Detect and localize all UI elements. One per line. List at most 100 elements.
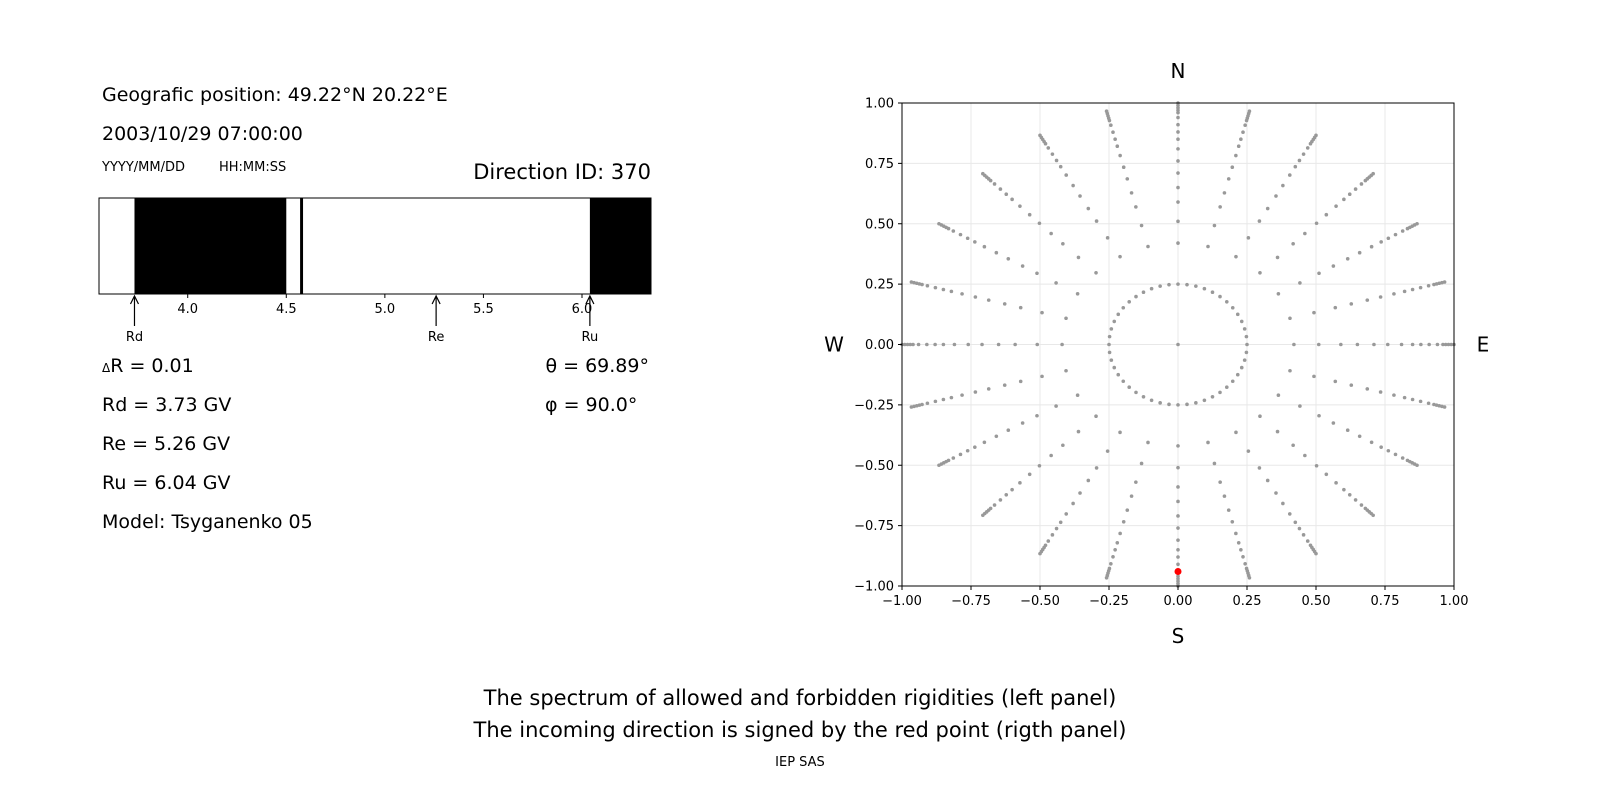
x-tick-label: −0.50 [1020,594,1060,609]
grid-point [1288,368,1292,373]
grid-point [1112,319,1117,324]
grid-point [1353,498,1358,502]
y-tick-label: 0.00 [865,338,894,353]
grid-point [1010,197,1014,202]
grid-point [1410,287,1415,292]
grid-point [1247,575,1252,580]
grid-point [1176,115,1180,120]
grid-point [1446,342,1451,347]
grid-point [1239,319,1244,324]
grid-point [1317,413,1321,418]
grid-point [1018,379,1023,384]
grid-point [982,244,987,249]
y-tick-label: −0.75 [854,519,894,534]
grid-point [1185,282,1189,287]
grid-point [1230,165,1235,170]
grid-point [1246,449,1251,453]
grid-point [994,434,999,439]
grid-point [1400,456,1405,460]
grid-point [1385,342,1390,347]
grid-point [1230,379,1235,384]
grid-point [1324,212,1329,217]
grid-point [1314,551,1318,556]
grid-point [1349,302,1354,306]
grid-point [1426,401,1431,406]
grid-point [1265,206,1270,211]
spectrum-tick-label: 5.0 [375,302,396,317]
grid-point [1369,244,1374,249]
grid-point [992,503,997,507]
grid-point [1105,236,1110,240]
forbidden-band-0 [134,198,287,294]
direction-points [900,101,1456,588]
spectrum-tick-label: 4.0 [177,302,198,317]
grid-point [1275,429,1280,434]
caption-line-1: The spectrum of allowed and forbidden ri… [483,686,1117,710]
grid-point [1064,316,1068,321]
grid-point [1210,394,1215,399]
grid-point [1078,194,1082,198]
grid-point [1116,372,1121,377]
grid-point [1355,342,1360,347]
grid-point [1006,428,1011,433]
x-tick-label: 0.00 [1164,594,1193,609]
grid-point [1111,554,1115,559]
grid-point [1176,444,1180,448]
grid-point [1134,480,1138,484]
credit: IEP SAS [775,755,825,770]
grid-point [1365,387,1370,391]
grid-point [1244,334,1249,339]
grid-point [1037,463,1042,468]
grid-point [1235,312,1240,317]
grid-point [1038,551,1042,556]
grid-point [1236,144,1241,149]
grid-point [1013,342,1017,347]
grid-point [1345,256,1350,261]
grid-point [1314,221,1319,226]
marker-label-rd: Rd [126,330,143,345]
grid-point [1139,223,1144,228]
grid-point [1342,197,1346,202]
grid-point [1235,372,1240,377]
grid-point [1242,327,1247,331]
grid-point [1176,219,1180,224]
grid-point [1301,152,1306,156]
grid-point [1129,494,1134,498]
grid-point [1392,292,1396,296]
grid-point [1185,402,1189,407]
grid-point [1379,240,1383,244]
grid-point [1086,206,1091,211]
y-tick-label: −0.50 [854,459,894,474]
grid-point [1004,492,1009,497]
grid-point [1176,485,1180,489]
grid-point [1127,300,1132,304]
grid-point [1293,520,1298,525]
grid-point [1176,159,1180,163]
grid-point [998,187,1003,191]
grid-point [1141,394,1146,399]
grid-point [1064,368,1068,373]
compass-east-label: E [1477,333,1490,357]
grid-point [1206,440,1210,445]
grid-point [1118,430,1122,435]
grid-point [1075,291,1080,296]
grid-point [1218,294,1222,299]
grid-point [973,445,977,449]
grid-point [994,250,999,255]
grid-point [1276,393,1281,398]
grid-point [1372,342,1376,347]
grid-point [902,342,907,347]
grid-point [1334,481,1338,485]
grid-point [1149,286,1154,291]
grid-point [1334,204,1338,208]
grid-point [1442,405,1447,409]
grid-point [973,240,977,244]
grid-point [1234,430,1238,435]
grid-point [1037,221,1042,226]
grid-point [1158,284,1162,288]
x-tick-label: 0.75 [1371,594,1400,609]
spectrum-bands [134,198,651,294]
grid-point [1018,305,1023,310]
grid-point [1234,254,1238,259]
grid-point [1194,284,1198,288]
